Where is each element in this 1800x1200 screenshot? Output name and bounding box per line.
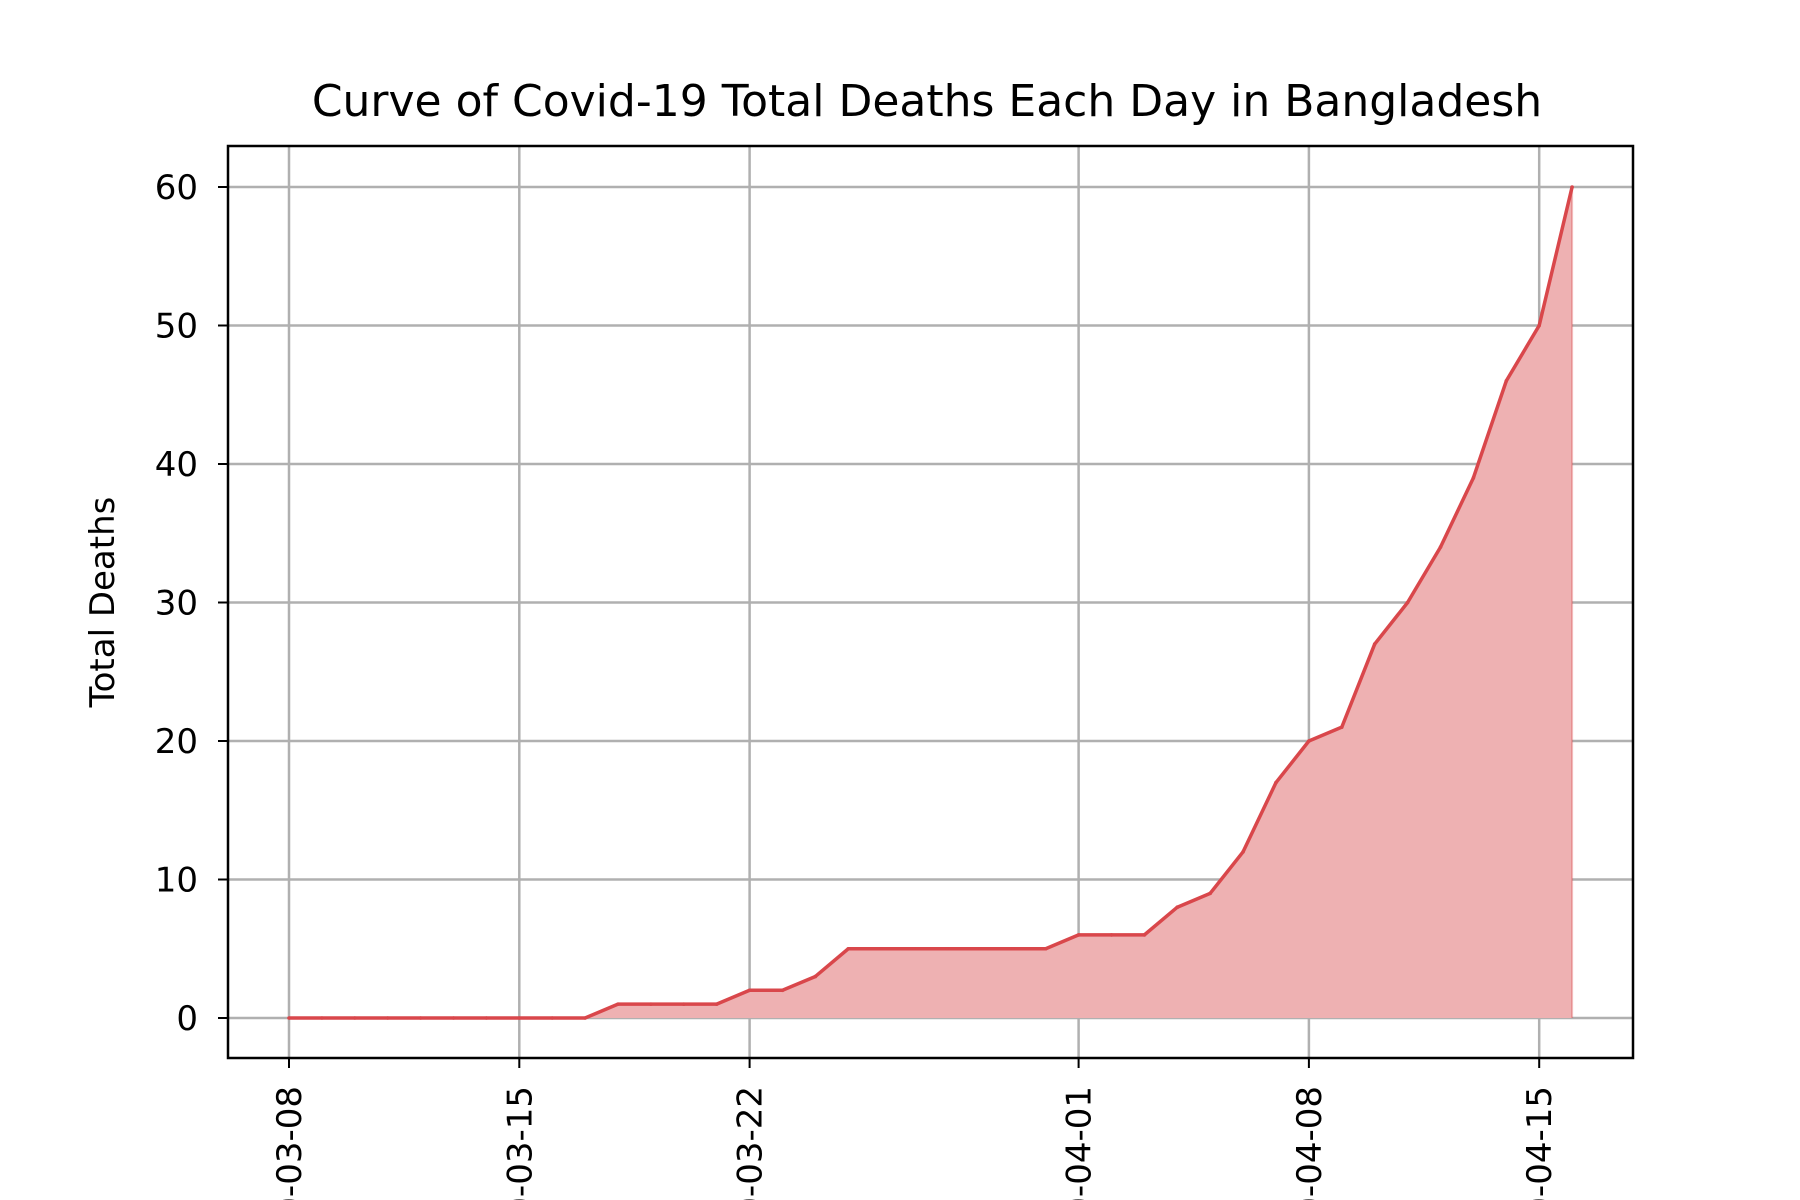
data-point — [813, 974, 818, 979]
x-tick-label: 2020-03-22 — [731, 1086, 771, 1200]
y-tick-label: 30 — [155, 584, 198, 624]
ticks-layer: 0 10 20 30 40 50 60 2020-03-08 2020-03-15 2020-03… — [155, 168, 1560, 1200]
data-point — [1109, 933, 1114, 937]
data-point — [1208, 891, 1212, 896]
data-point — [945, 946, 949, 951]
data-point — [484, 1016, 489, 1020]
data-point — [1537, 323, 1541, 328]
data-point — [682, 1002, 686, 1006]
data-point — [1076, 933, 1081, 937]
x-tick-label: 2020-04-01 — [1060, 1086, 1100, 1200]
data-point — [1142, 933, 1147, 937]
data-point — [649, 1002, 653, 1006]
data-point — [550, 1016, 554, 1020]
data-point — [1438, 545, 1443, 549]
data-point — [1307, 739, 1311, 743]
data-point — [1043, 946, 1048, 951]
chart-title: Curve of Covid-19 Total Deaths Each Day … — [312, 76, 1542, 127]
data-point — [1175, 905, 1180, 909]
data-point — [1340, 725, 1344, 729]
y-axis-label: Total Deaths — [83, 497, 123, 709]
data-point — [1504, 379, 1509, 383]
y-tick-label: 60 — [155, 168, 198, 208]
data-point — [418, 1016, 423, 1020]
data-point — [846, 946, 851, 951]
data-point — [879, 946, 883, 951]
data-point — [287, 1016, 291, 1020]
data-point — [1405, 600, 1410, 605]
series-line — [289, 186, 1574, 1020]
y-tick-label: 20 — [155, 722, 198, 762]
area-fill — [289, 187, 1573, 1018]
data-point — [1471, 476, 1476, 480]
x-tick-label: 2020-04-15 — [1520, 1086, 1560, 1200]
y-tick-label: 10 — [155, 861, 198, 901]
x-tick-label: 2020-03-15 — [500, 1086, 540, 1200]
data-point — [451, 1016, 456, 1020]
y-tick-label: 50 — [155, 307, 198, 347]
data-point — [1570, 185, 1574, 189]
data-point — [1372, 642, 1377, 646]
x-tick-label: 2020-04-08 — [1290, 1086, 1330, 1200]
data-point — [583, 1016, 587, 1020]
data-point — [385, 1016, 390, 1020]
data-point — [978, 946, 982, 951]
data-point — [616, 1002, 620, 1006]
data-point — [1011, 946, 1015, 951]
y-tick-label: 40 — [155, 445, 198, 485]
data-point — [714, 1002, 719, 1006]
data-point — [353, 1016, 357, 1020]
data-point — [517, 1016, 522, 1020]
x-tick-label: 2020-03-08 — [270, 1086, 310, 1200]
data-point — [747, 988, 752, 993]
data-point — [912, 946, 916, 951]
data-point — [1274, 780, 1278, 785]
data-point — [320, 1016, 324, 1020]
data-point — [1241, 850, 1245, 854]
data-point — [780, 988, 785, 993]
y-tick-label: 0 — [176, 999, 198, 1039]
series-layer — [287, 185, 1574, 1020]
